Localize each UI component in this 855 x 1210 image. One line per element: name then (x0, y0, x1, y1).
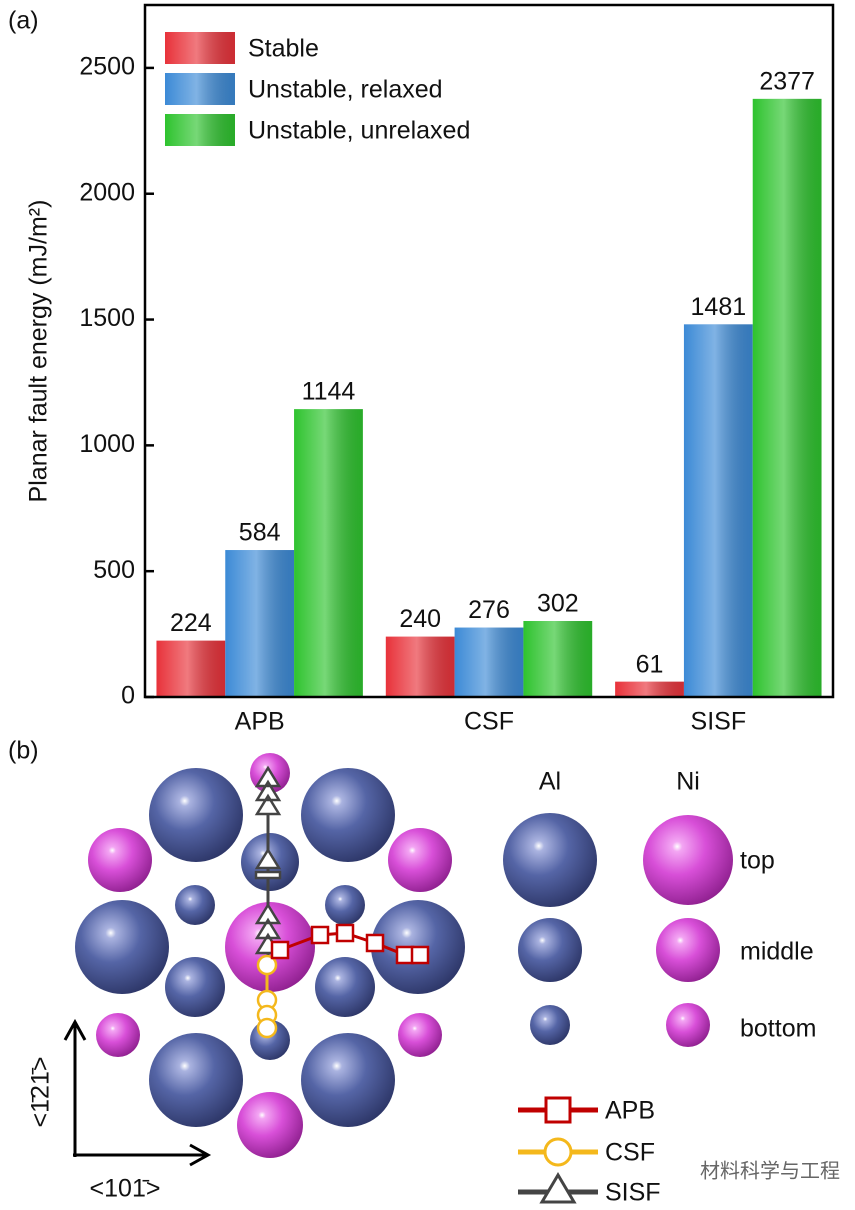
atom-legend: Al Ni top middle bottom (503, 768, 816, 1047)
legend-label: APB (605, 1097, 655, 1125)
bar-sheen (752, 98, 822, 698)
bar-sheen (225, 550, 295, 697)
al-atom (325, 885, 365, 925)
value-label: 302 (537, 590, 579, 618)
y-tick-label: 0 (121, 682, 135, 710)
sisf-marker (254, 870, 282, 880)
row-label: bottom (740, 1015, 816, 1043)
al-atom (518, 918, 582, 982)
value-label: 276 (468, 596, 510, 624)
watermark: 材料科学与工程 (700, 1159, 840, 1182)
y-tick-label: 1500 (79, 304, 135, 332)
y-axis-label: Planar fault energy (mJ/m²) (25, 200, 53, 503)
legend-label: Unstable, unrelaxed (248, 117, 470, 145)
legend-swatch-sheen (165, 32, 235, 64)
row-label: middle (740, 938, 814, 966)
ni-atom (656, 918, 720, 982)
ni-atom (96, 1013, 140, 1057)
bar-sheen (454, 627, 524, 697)
value-label: 240 (399, 605, 441, 633)
ni-atom (643, 815, 733, 905)
al-atom (165, 957, 225, 1017)
column-label: Ni (676, 768, 700, 796)
csf-markers (256, 954, 278, 1039)
value-label: 224 (170, 609, 212, 637)
al-atom (149, 768, 243, 862)
ni-atom (398, 1013, 442, 1057)
row-label: top (740, 847, 775, 875)
y-tick-label: 2000 (79, 178, 135, 206)
plot-area: 0 500 1000 1500 2000 2500 APB 224 584 1144 CSF 240 2… (79, 32, 822, 736)
fault-paths (254, 765, 430, 1039)
al-atom (315, 957, 375, 1017)
al-atom (503, 813, 597, 907)
panel-label: (a) (8, 7, 39, 35)
ni-atom (88, 828, 152, 892)
bar-sheen (294, 409, 363, 697)
ni-atom (666, 1003, 710, 1047)
al-atom (75, 900, 169, 994)
al-atom (175, 885, 215, 925)
al-atom (149, 1033, 243, 1127)
ni-atom (237, 1092, 303, 1158)
value-label: 61 (636, 650, 664, 678)
direction-label: <1̄21̄> (27, 1057, 55, 1128)
x-tick-label: SISF (691, 708, 747, 736)
legend-swatch-sheen (165, 114, 235, 146)
apb-markers (270, 923, 430, 965)
y-tick-label: 2500 (79, 53, 135, 81)
x-tick-label: CSF (464, 708, 514, 736)
legend-swatch-sheen (165, 73, 235, 105)
bar-sheen (683, 324, 753, 697)
value-label: 584 (239, 519, 281, 547)
sisf-markers (254, 765, 282, 955)
column-label: Al (539, 768, 561, 796)
value-label: 2377 (759, 67, 815, 95)
al-atom (301, 768, 395, 862)
value-label: 1144 (302, 378, 356, 406)
al-atom (530, 1005, 570, 1045)
value-label: 1481 (691, 293, 747, 321)
bar-sheen (156, 640, 226, 697)
bar-sheen (523, 621, 593, 697)
legend-label: Unstable, relaxed (248, 76, 443, 104)
bar-sheen (615, 681, 684, 697)
bar-sheen (385, 636, 455, 697)
y-tick-label: 1000 (79, 430, 135, 458)
legend-label: Stable (248, 35, 319, 63)
panel-label: (b) (8, 737, 39, 765)
path-legend: APB CSF SISF (518, 1096, 661, 1207)
y-tick-label: 500 (93, 556, 135, 584)
plot-frame (143, 3, 835, 699)
al-atom (301, 1033, 395, 1127)
ni-atom (388, 828, 452, 892)
direction-label: <101̄> (90, 1175, 161, 1203)
x-tick-label: APB (235, 708, 285, 736)
direction-axes: <1̄21̄> <101̄> (27, 1018, 212, 1203)
legend-label: SISF (605, 1179, 661, 1207)
legend-label: CSF (605, 1139, 655, 1167)
